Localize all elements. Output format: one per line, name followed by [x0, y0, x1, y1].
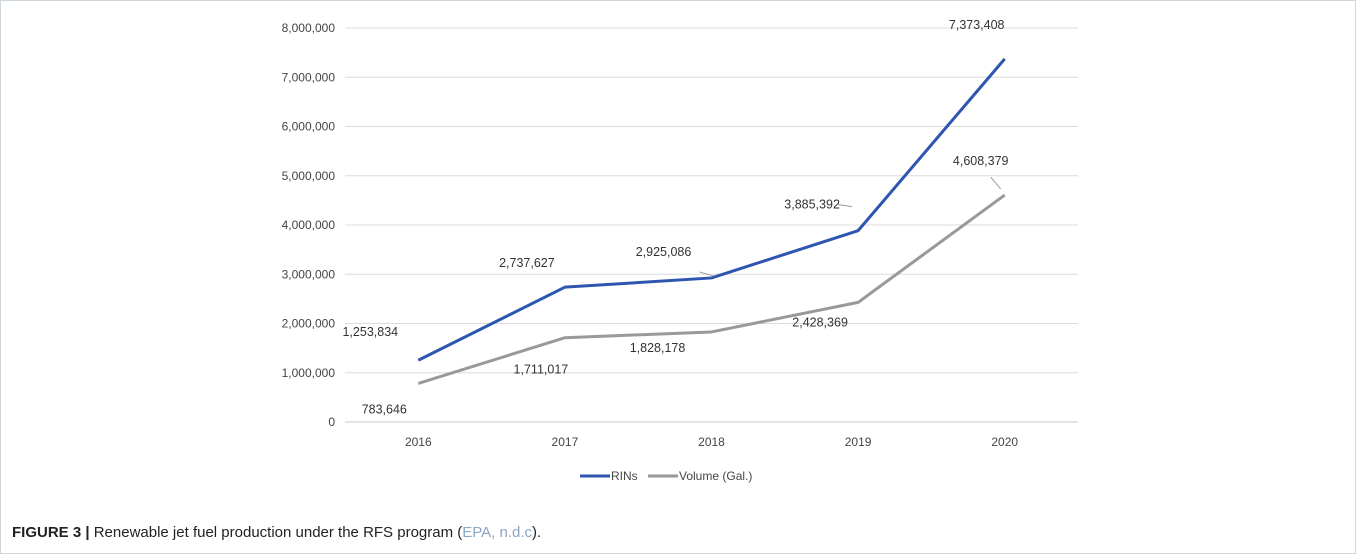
y-tick-label: 2,000,000 — [282, 317, 336, 331]
x-tick-label: 2016 — [405, 435, 432, 449]
data-label: 1,711,017 — [514, 363, 569, 377]
y-tick-label: 8,000,000 — [282, 21, 336, 35]
legend-label-volume: Volume (Gal.) — [679, 469, 752, 483]
legend-label-rins: RINs — [611, 469, 638, 483]
x-tick-label: 2017 — [552, 435, 579, 449]
label-leader-line — [838, 204, 853, 208]
data-label: 2,925,086 — [636, 245, 692, 259]
y-tick-label: 3,000,000 — [282, 267, 336, 281]
y-tick-label: 7,000,000 — [282, 70, 336, 84]
x-tick-label: 2020 — [991, 435, 1018, 449]
figure-caption: FIGURE 3 | Renewable jet fuel production… — [12, 524, 541, 541]
series-line-volume — [417, 193, 1006, 385]
data-label: 2,428,369 — [792, 315, 848, 329]
y-tick-label: 0 — [328, 415, 335, 429]
label-leader-line — [990, 176, 1002, 190]
data-label: 7,373,408 — [949, 18, 1005, 32]
y-tick-label: 4,000,000 — [282, 218, 336, 232]
x-tick-label: 2019 — [845, 435, 872, 449]
series-line-rins — [417, 57, 1006, 362]
caption-text: Renewable jet fuel production under the … — [89, 524, 463, 541]
label-leader-line — [699, 271, 714, 277]
y-tick-label: 1,000,000 — [282, 366, 336, 380]
caption-citation-link[interactable]: EPA, n.d.c — [462, 524, 533, 541]
data-label: 1,828,178 — [630, 341, 686, 355]
data-label: 3,885,392 — [784, 198, 840, 212]
y-tick-label: 6,000,000 — [282, 120, 336, 134]
caption-label: FIGURE 3 | — [12, 524, 90, 541]
data-label: 2,737,627 — [499, 256, 555, 270]
x-tick-label: 2018 — [698, 435, 725, 449]
y-tick-label: 5,000,000 — [282, 169, 336, 183]
data-label: 783,646 — [362, 402, 407, 416]
caption-end: ). — [532, 524, 542, 541]
data-label: 1,253,834 — [342, 325, 398, 339]
data-label: 4,608,379 — [953, 154, 1009, 168]
